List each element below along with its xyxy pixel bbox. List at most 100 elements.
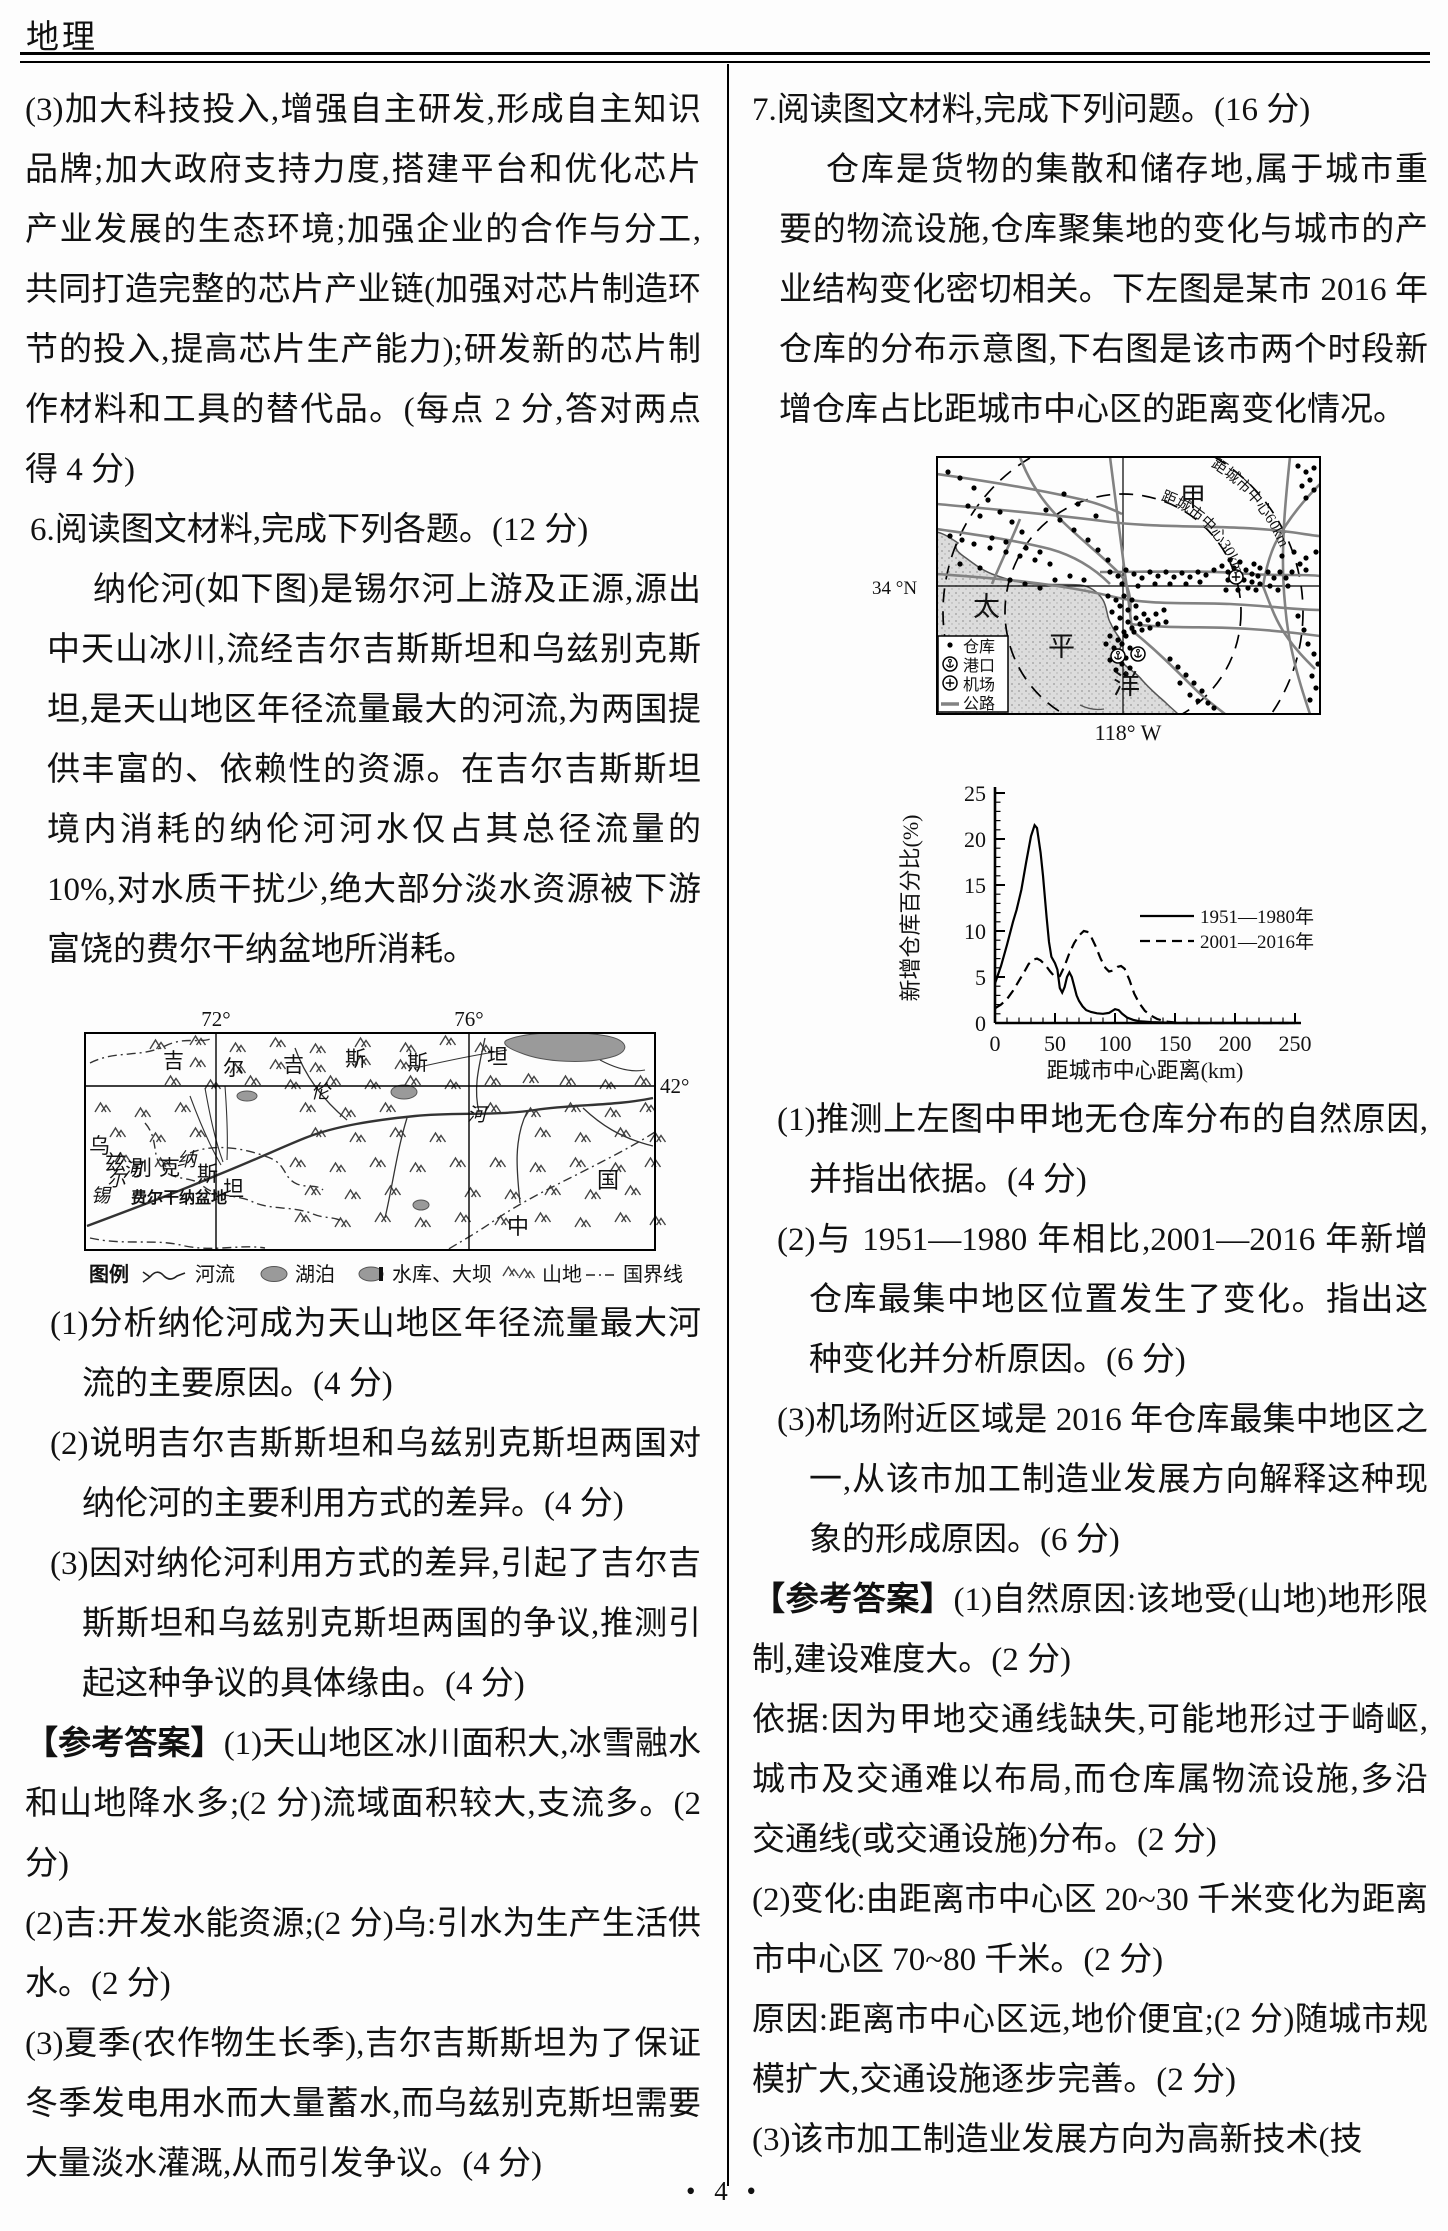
country-label-char: 中 — [507, 1214, 529, 1239]
question-6-material: 纳伦河(如下图)是锡尔河上游及正源,源出中天山冰川,流经吉尔吉斯斯坦和乌兹别克斯… — [47, 572, 701, 968]
svg-text:2001—2016年: 2001—2016年 — [1200, 931, 1314, 953]
legend-title: 图例 — [89, 1262, 129, 1286]
question-item: (3)因对纳伦河利用方式的差异,引起了吉尔吉斯斯坦和乌兹别克斯坦两国的争议,推测… — [50, 1546, 701, 1702]
question-7-material: 仓库是货物的集散和储存地,属于城市重要的物流设施,仓库聚集地的变化与城市的产业结… — [779, 152, 1428, 428]
lake-legend-icon — [260, 1266, 288, 1282]
question-6-header: 6.阅读图文材料,完成下列各题。(12 分) — [30, 512, 589, 548]
svg-text:250: 250 — [1279, 1031, 1312, 1056]
legend-item-label: 国界线 — [623, 1263, 683, 1286]
map-lat-label: 34 °N — [872, 578, 917, 599]
svg-text:150: 150 — [1159, 1031, 1192, 1056]
answer-label: 【参考答案】 — [25, 1726, 224, 1762]
header-rule — [20, 52, 1430, 63]
river-label-char: 伦 — [311, 1081, 332, 1103]
warehouse-chart-svg: 0 50 100 150 200 250 0 5 10 15 20 25 1951—1980年 2001—… — [898, 781, 1314, 1083]
map-lon-label: 76° — [454, 1007, 483, 1031]
chart-plot: 0 50 100 150 200 250 0 5 10 15 20 25 1951—1980年 2001—… — [964, 781, 1314, 1056]
country-label-char: 吉 — [163, 1049, 184, 1073]
country-label-char: 坦 — [223, 1177, 244, 1201]
river-label-char: 尔 — [107, 1170, 129, 1191]
legend-item-label: 湖泊 — [295, 1263, 335, 1286]
legend-item-label: 仓库 — [963, 638, 995, 656]
warehouse-distance-chart: 0 50 100 150 200 250 0 5 10 15 20 25 1951—1980年 2001—… — [892, 756, 1428, 1086]
svg-text:5: 5 — [975, 965, 986, 990]
river-label-char: 河 — [467, 1105, 490, 1126]
svg-text:20: 20 — [964, 827, 986, 852]
answer-text: (3)该市加工制造业发展方向为高新技术(技 — [752, 2122, 1363, 2158]
warehouse-legend-icon — [947, 642, 953, 648]
page-title: 地理 — [26, 20, 98, 56]
svg-text:0: 0 — [975, 1011, 986, 1036]
river-legend-icon — [142, 1271, 186, 1283]
svg-text:10: 10 — [964, 919, 986, 944]
map-lon-label: 72° — [201, 1007, 230, 1031]
country-label-char: 尔 — [223, 1056, 244, 1080]
distance-rings — [942, 457, 1304, 714]
answer-text: (1)天山地区冰川面积大,冰雪融水和山地降水多;(2 分)流域面积较大,支流多。… — [25, 1726, 702, 1882]
answer-label: 【参考答案】 — [752, 1582, 954, 1618]
svg-text:25: 25 — [964, 781, 986, 806]
question-item: (1)推测上左图中甲地无仓库分布的自然原因,并指出依据。(4 分) — [777, 1102, 1428, 1198]
lakes-layer — [236, 1032, 626, 1211]
answer-point-3: (3)加大科技投入,增强自主研发,形成自主知识品牌;加大政府支持力度,搭建平台和… — [25, 92, 701, 488]
naryn-river-map: 72° 76° 42° 吉 尔 吉 斯 斯 坦 乌 兹 别 克 斯 坦 — [55, 988, 701, 1288]
right-column: 7.阅读图文材料,完成下列问题。(16 分) 仓库是货物的集散和储存地,属于城市… — [752, 66, 1428, 2170]
legend-item-label: 山地 — [542, 1263, 582, 1286]
ocean-label-char: 太 — [973, 592, 1000, 622]
answer-text: (2)吉:开发水能资源;(2 分)乌:引水为生产生活供水。(2 分) — [25, 1906, 701, 2002]
map-lat-label: 42° — [660, 1074, 689, 1098]
answer-text: (2)变化:由距离市中心区 20~30 千米变化为距离市中心区 70~80 千米… — [752, 1882, 1429, 1978]
river-label-char: 锡 — [91, 1186, 112, 1207]
svg-text:100: 100 — [1099, 1031, 1132, 1056]
country-label-char: 兹 — [105, 1151, 126, 1175]
column-divider — [727, 64, 729, 2186]
river-label-char: 河 — [123, 1160, 146, 1181]
question-item: (2)说明吉尔吉斯斯坦和乌兹别克斯坦两国对纳伦河的主要利用方式的差异。(4 分) — [50, 1426, 701, 1522]
country-label-char: 国 — [597, 1168, 619, 1193]
map-frame — [936, 456, 1321, 715]
ocean-label-char: 平 — [1048, 632, 1075, 662]
country-label-char: 斯 — [345, 1047, 366, 1071]
question-item: (2)与 1951—1980 年相比,2001—2016 年新增仓库最集中地区位… — [777, 1222, 1428, 1378]
svg-text:1951—1980年: 1951—1980年 — [1200, 906, 1314, 928]
answer-text: 依据:因为甲地交通线缺失,可能地形过于崎岖,城市及交通难以布局,而仓库属物流设施… — [752, 1702, 1428, 1858]
legend-item-label: 港口 — [963, 657, 995, 675]
legend-item-label: 机场 — [963, 676, 995, 694]
svg-text:0: 0 — [990, 1031, 1001, 1056]
answer-text: (3)夏季(农作物生长季),吉尔吉斯斯坦为了保证冬季发电用水而大量蓄水,而乌兹别… — [25, 2026, 701, 2182]
map-frame — [84, 1032, 656, 1251]
country-label-char: 别 — [131, 1156, 152, 1180]
question-7-header: 7.阅读图文材料,完成下列问题。(16 分) — [752, 92, 1311, 128]
ocean-label-char: 洋 — [1113, 670, 1140, 700]
warehouse-map-svg: 距城市中心30km 距城市中心60km 甲 太 平 洋 仓库 — [872, 456, 1321, 745]
coastline — [937, 531, 1179, 714]
basin-label: 费尔干纳盆地 — [131, 1188, 227, 1207]
reference-answer: 【参考答案】(1)自然原因:该地受(山地)地形限制,建设难度大。(2 分) — [752, 1570, 1428, 1690]
answer-text: (1)自然原因:该地受(山地)地形限制,建设难度大。(2 分) — [752, 1582, 1428, 1678]
legend-item-label: 河流 — [195, 1263, 235, 1286]
question-item: (3)机场附近区域是 2016 年仓库最集中地区之一,从该市加工制造业发展方向解… — [777, 1402, 1428, 1558]
river-label-char: 纳 — [177, 1150, 198, 1171]
country-label-char: 斯 — [197, 1162, 218, 1186]
country-label-char: 克 — [159, 1156, 180, 1180]
port-legend-icon — [942, 656, 958, 672]
rivers-layer — [86, 1037, 654, 1228]
port-icon — [1130, 646, 1146, 662]
svg-text:50: 50 — [1044, 1031, 1066, 1056]
naryn-river-map-svg: 72° 76° 42° 吉 尔 吉 斯 斯 坦 乌 兹 别 克 斯 坦 — [84, 1007, 689, 1286]
map-lon-label: 118° W — [1095, 720, 1162, 745]
map-legend: 仓库 港口 机场 公路 — [937, 635, 1009, 713]
port-icon — [1110, 648, 1126, 664]
jia-region-label: 甲 — [1180, 483, 1206, 512]
chart-y-axis-label: 新增仓库百分比(%) — [898, 815, 923, 1002]
svg-text:200: 200 — [1219, 1031, 1252, 1056]
legend-item-label: 水库、大坝 — [392, 1263, 492, 1286]
country-label-char: 乌 — [89, 1134, 110, 1158]
chart-x-axis-label: 距城市中心距离(km) — [1047, 1058, 1244, 1083]
reference-answer: 【参考答案】(1)天山地区冰川面积大,冰雪融水和山地降水多;(2 分)流域面积较… — [25, 1714, 701, 1894]
island — [1079, 704, 1105, 711]
airport-legend-icon — [942, 675, 958, 691]
answer-text: 原因:距离市中心区远,地价便宜;(2 分)随城市规模扩大,交通设施逐步完善。(2… — [752, 2002, 1428, 2098]
national-border-lines — [89, 1037, 656, 1251]
